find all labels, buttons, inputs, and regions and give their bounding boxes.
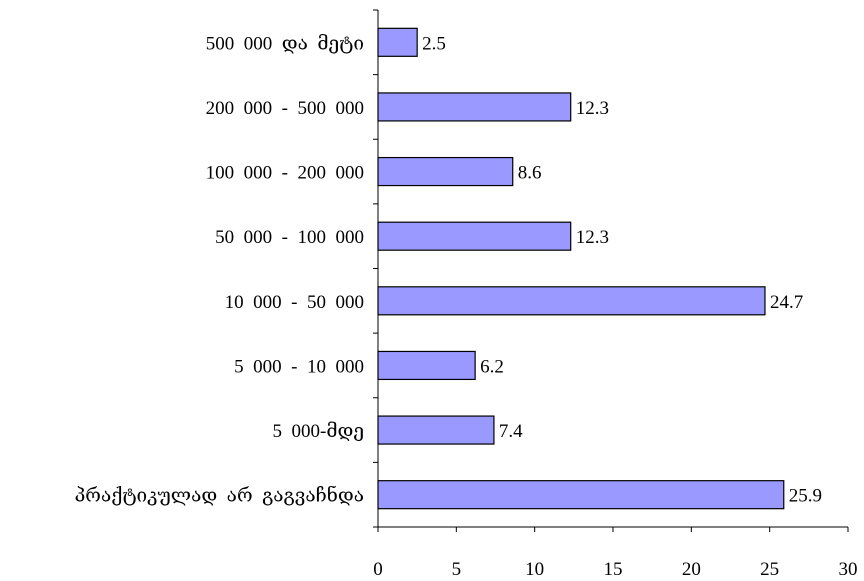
x-tick-label: 5 <box>452 559 462 580</box>
chart-labels: 0 5 10 15 20 25 30 500 000 და მეტი 2.5 200 000 - … <box>74 33 857 580</box>
category-label: 5 000 - 10 000 <box>234 356 364 377</box>
category-label: 200 000 - 500 000 <box>206 98 364 119</box>
bar <box>377 27 418 57</box>
category-label: 10 000 - 50 000 <box>225 292 364 313</box>
data-label: 12.3 <box>576 98 609 119</box>
data-label: 12.3 <box>576 227 609 248</box>
x-tick-label: 0 <box>373 559 383 580</box>
category-label: 50 000 - 100 000 <box>215 227 364 248</box>
data-label: 7.4 <box>499 421 523 442</box>
bar <box>377 221 572 251</box>
bar <box>377 156 514 187</box>
x-tick-label: 20 <box>682 559 701 580</box>
x-tick-label: 30 <box>839 559 858 580</box>
x-tick-label: 25 <box>760 559 779 580</box>
category-label: 500 000 და მეტი <box>206 33 364 54</box>
bar <box>377 350 476 381</box>
category-label: 5 000-მდე <box>273 421 364 442</box>
data-label: 6.2 <box>480 356 504 377</box>
x-tick-label: 15 <box>604 559 623 580</box>
category-label: 100 000 - 200 000 <box>206 163 364 184</box>
data-label: 8.6 <box>518 163 542 184</box>
bar <box>377 92 572 122</box>
x-tick-label: 10 <box>525 559 544 580</box>
data-label: 2.5 <box>422 33 446 54</box>
bar <box>377 480 785 510</box>
data-label: 25.9 <box>789 486 822 507</box>
bar <box>377 415 495 445</box>
bar <box>377 286 766 316</box>
chart-axes <box>373 9 849 532</box>
data-label: 24.7 <box>770 292 803 313</box>
category-label: პრაქტიკულად არ გაგვაჩნდა <box>74 485 364 507</box>
chart-bars <box>377 27 785 510</box>
